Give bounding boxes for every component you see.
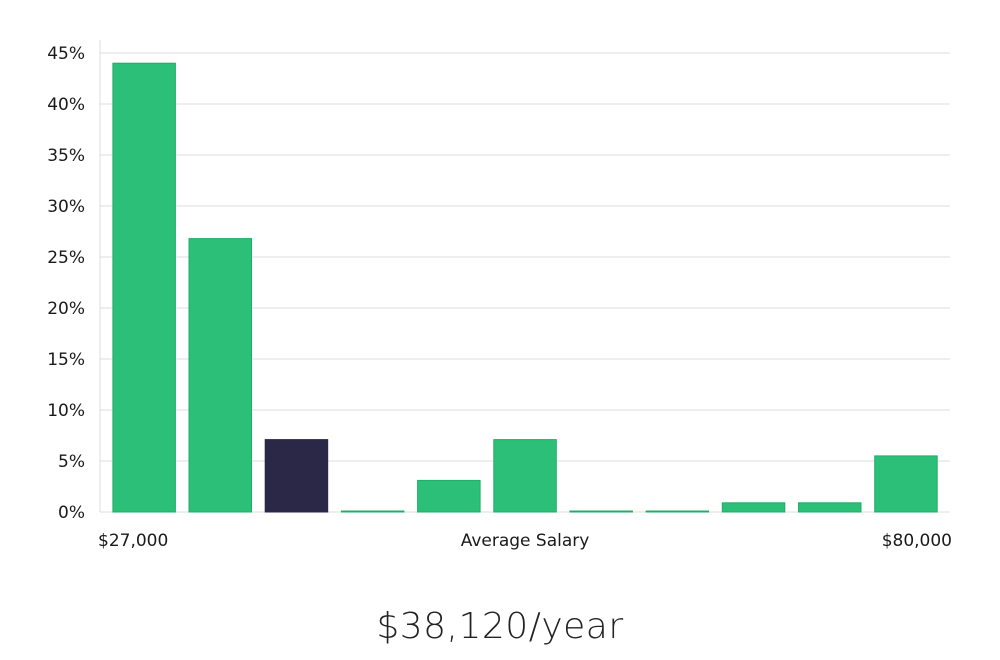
bar — [721, 502, 786, 513]
average-salary-value: $38,120/year — [376, 606, 624, 647]
bars — [112, 62, 938, 513]
y-tick-label: 25% — [47, 248, 85, 268]
bar — [188, 238, 252, 513]
salary-histogram: 0% 5% 10% 15% 20% 25% 30% 35% 40% 45% $27,000 Ave… — [47, 40, 952, 551]
bar — [493, 439, 557, 513]
bar — [112, 62, 176, 513]
y-tick-label: 45% — [47, 44, 85, 64]
y-tick-label: 20% — [47, 299, 85, 319]
bar — [645, 510, 710, 513]
bar — [874, 455, 938, 513]
x-axis-title: Average Salary — [461, 531, 590, 551]
y-tick-label: 35% — [47, 146, 85, 166]
x-axis-min-label: $27,000 — [98, 531, 168, 551]
y-tick-label: 40% — [47, 95, 85, 115]
y-tick-label: 15% — [47, 350, 85, 370]
y-tick-label: 10% — [47, 401, 85, 421]
x-axis-max-label: $80,000 — [882, 531, 952, 551]
y-axis-ticks: 0% 5% 10% 15% 20% 25% 30% 35% 40% 45% — [47, 44, 85, 523]
y-tick-label: 0% — [58, 503, 85, 523]
y-tick-label: 30% — [47, 197, 85, 217]
bar-highlight — [264, 439, 329, 513]
bar — [569, 510, 633, 513]
y-tick-label: 5% — [58, 452, 85, 472]
bar — [417, 479, 481, 513]
bar — [798, 502, 862, 513]
bar — [340, 510, 405, 513]
